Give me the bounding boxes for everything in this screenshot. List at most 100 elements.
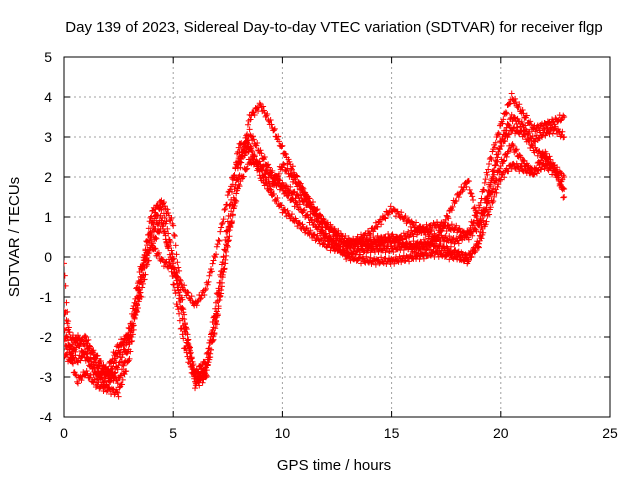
data-point [306, 195, 313, 202]
data-point [398, 209, 405, 216]
data-point [556, 112, 563, 119]
data-point [229, 219, 235, 226]
data-point [267, 117, 274, 124]
data-point [138, 279, 145, 286]
data-point [342, 253, 349, 260]
data-point [481, 187, 487, 194]
data-point [319, 227, 326, 234]
data-point [544, 124, 550, 131]
data-point [131, 311, 138, 318]
data-point [194, 368, 201, 375]
chart-title: Day 139 of 2023, Sidereal Day-to-day VTE… [65, 19, 602, 36]
data-point [246, 126, 253, 133]
data-point [81, 354, 88, 361]
data-point [518, 118, 525, 125]
data-point [168, 247, 175, 254]
data-point [512, 115, 519, 122]
x-tick-label: 5 [169, 425, 177, 441]
data-point [512, 95, 519, 102]
data-point [241, 152, 248, 159]
y-tick-label: 2 [44, 169, 52, 185]
data-point [466, 227, 473, 234]
data-point [213, 251, 220, 258]
data-point [503, 153, 510, 160]
data-point [258, 150, 265, 157]
data-point [304, 211, 311, 218]
data-point [87, 343, 94, 350]
data-point [220, 253, 227, 260]
data-point [264, 111, 271, 118]
data-point [223, 248, 230, 255]
data-point [446, 256, 453, 263]
data-point [546, 153, 553, 160]
data-point [560, 194, 567, 201]
data-point [171, 287, 178, 294]
data-point [114, 389, 121, 396]
data-point [288, 172, 295, 179]
data-point [417, 223, 424, 230]
data-point [119, 351, 126, 358]
data-point [226, 202, 233, 209]
data-point [268, 171, 275, 178]
x-tick-label: 10 [275, 425, 291, 441]
data-point [468, 253, 475, 260]
data-point [311, 217, 318, 224]
data-point [471, 204, 478, 211]
data-point [235, 144, 242, 151]
data-point [492, 139, 499, 146]
data-point [221, 206, 228, 213]
data-point [139, 272, 146, 279]
data-point [376, 237, 383, 244]
data-point [410, 238, 417, 245]
data-point [381, 214, 388, 221]
data-point [538, 157, 545, 164]
data-point [380, 260, 387, 267]
data-point [316, 211, 323, 218]
data-point [186, 343, 193, 350]
data-point [199, 379, 206, 386]
data-point [276, 186, 283, 193]
data-point [210, 336, 217, 343]
data-point [560, 185, 567, 192]
data-point [83, 367, 90, 374]
data-point [247, 143, 254, 150]
data-point [69, 348, 76, 355]
data-point [464, 255, 471, 262]
data-point [87, 355, 94, 362]
data-point [496, 145, 503, 152]
plot-frame [63, 56, 611, 418]
data-point [196, 382, 203, 389]
data-point [228, 196, 235, 203]
data-point [529, 133, 536, 140]
data-point [321, 218, 328, 225]
data-point [382, 215, 389, 222]
data-point [161, 228, 168, 235]
data-point [512, 164, 519, 171]
data-point [208, 330, 215, 337]
data-point [502, 127, 509, 134]
data-point [146, 237, 153, 244]
data-point [377, 242, 384, 249]
data-point [363, 253, 370, 260]
data-point [481, 179, 488, 186]
data-point [178, 325, 185, 332]
data-point [301, 206, 308, 213]
data-point [443, 228, 450, 235]
data-point [259, 172, 266, 179]
data-point [249, 155, 256, 162]
data-point [118, 372, 125, 379]
data-point [545, 156, 552, 163]
data-point [512, 99, 519, 106]
data-point [502, 132, 508, 139]
data-point [523, 112, 530, 119]
data-point [170, 222, 177, 229]
y-tick-label: -3 [40, 369, 53, 385]
data-point [269, 167, 276, 174]
data-point [455, 194, 462, 201]
data-point [521, 162, 528, 169]
data-point [552, 115, 559, 122]
data-point [308, 216, 315, 223]
data-point [404, 240, 411, 247]
data-point [407, 251, 414, 258]
data-point [300, 208, 307, 215]
